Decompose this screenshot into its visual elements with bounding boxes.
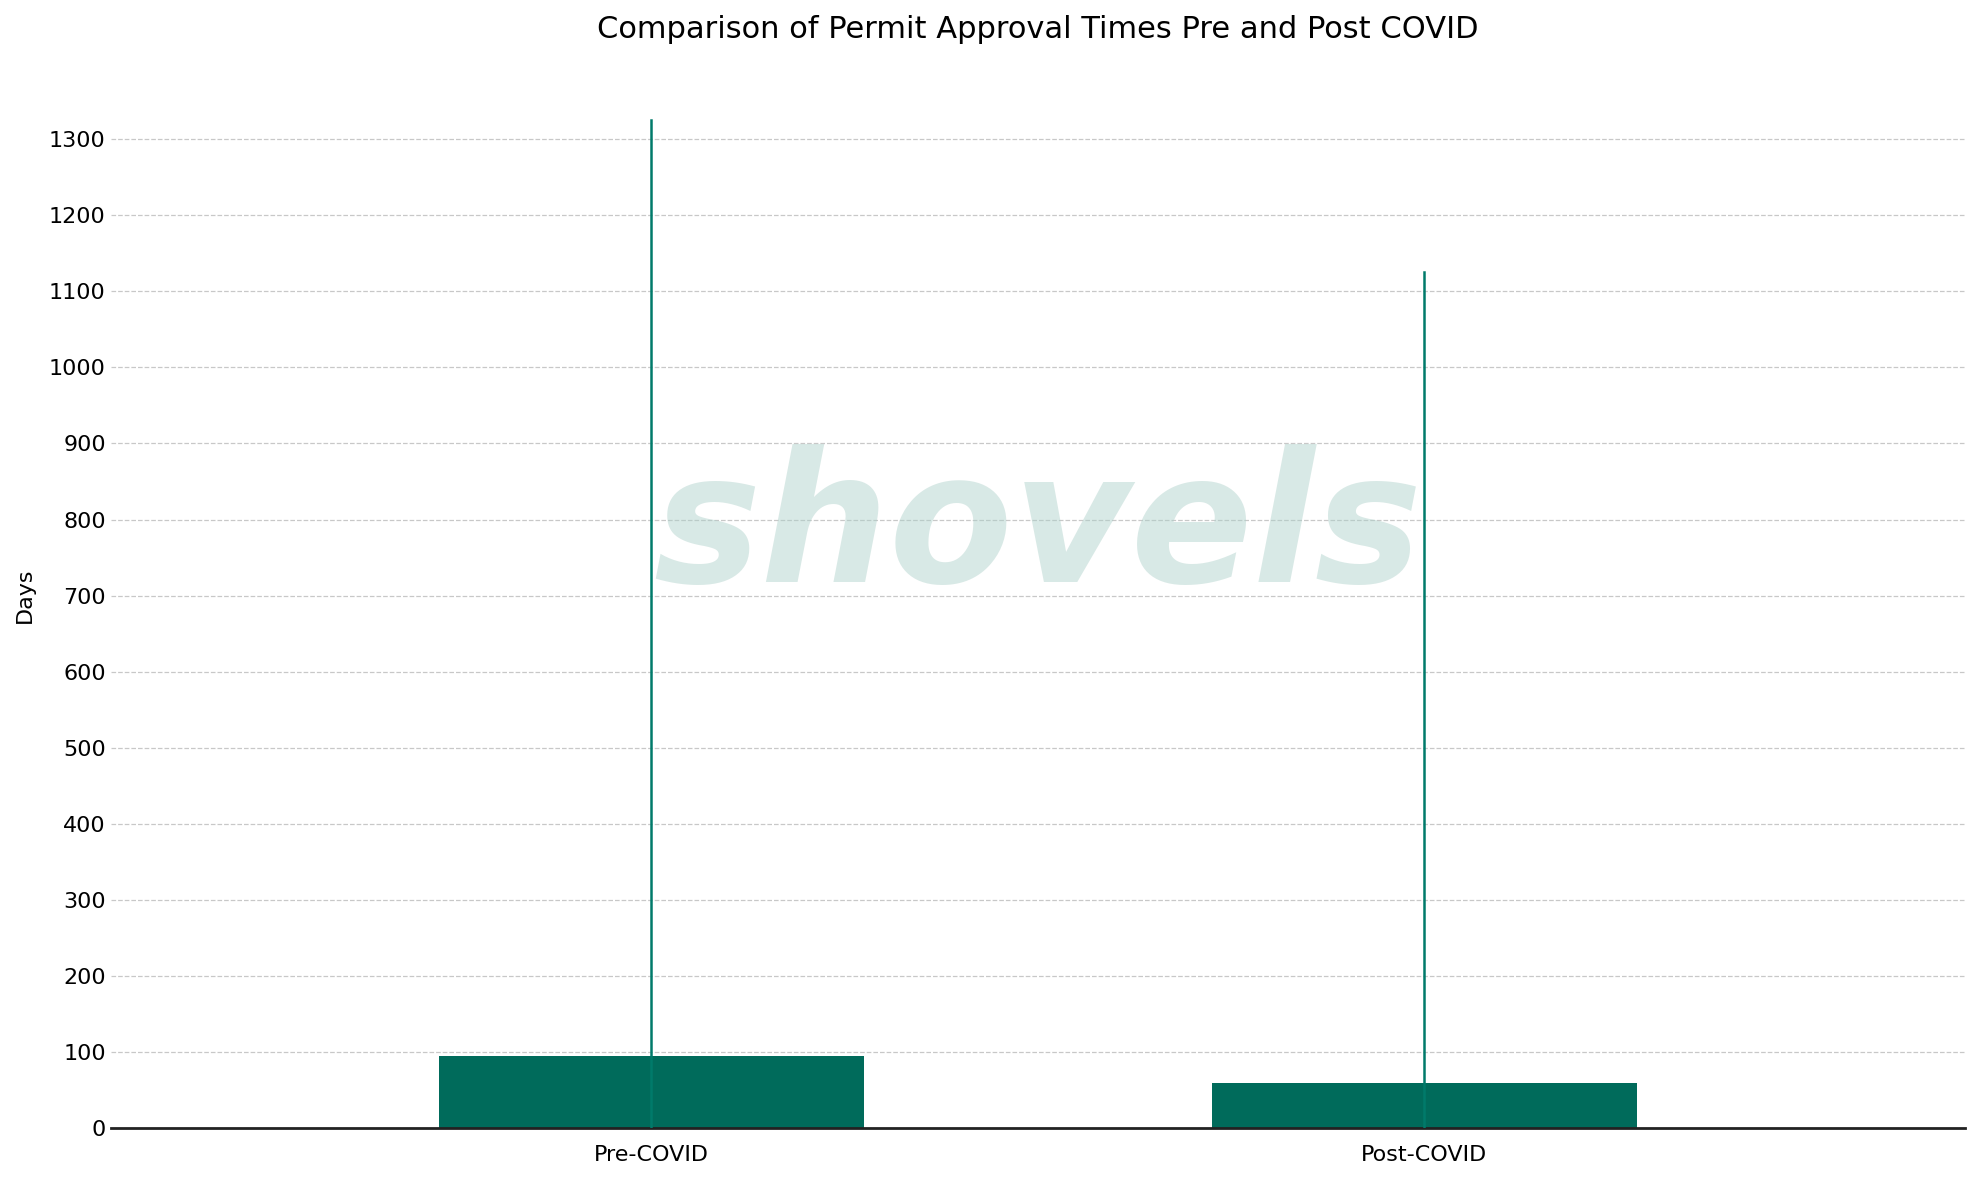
Y-axis label: Days: Days [16, 568, 36, 623]
FancyBboxPatch shape [1212, 1083, 1637, 1128]
Title: Comparison of Permit Approval Times Pre and Post COVID: Comparison of Permit Approval Times Pre … [598, 15, 1479, 44]
Text: shovels: shovels [653, 444, 1422, 620]
FancyBboxPatch shape [440, 1056, 863, 1128]
